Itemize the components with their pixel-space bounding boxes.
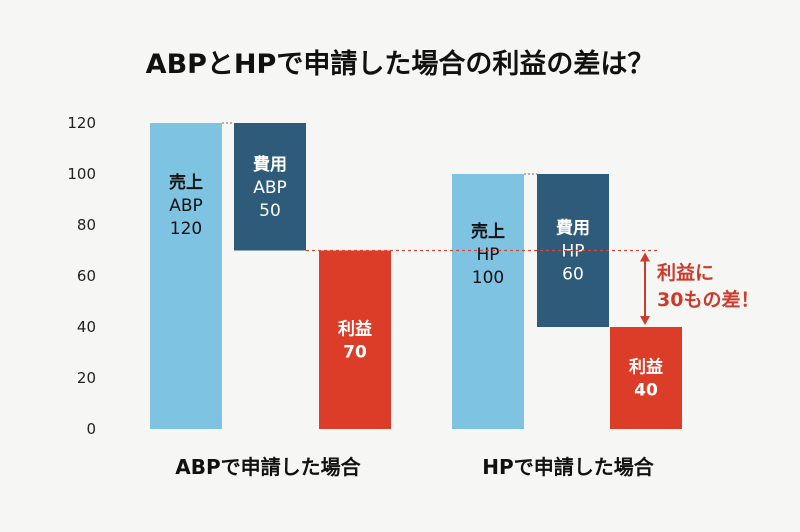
bar-profit <box>610 327 682 429</box>
bar-cost-sub: HP <box>561 242 584 262</box>
bar-sales-sub: ABP <box>169 196 203 216</box>
bar-sales-value: 100 <box>472 268 504 288</box>
bar-cost-value: 60 <box>562 265 584 285</box>
bar-sales <box>150 123 222 429</box>
bar-sales-value: 120 <box>170 219 202 239</box>
group-label: ABPで申請した場合 <box>175 455 361 479</box>
bar-sales-heading: 売上 <box>169 172 203 193</box>
annotation-text: 30もの差！ <box>657 288 759 311</box>
y-tick-label: 40 <box>77 318 96 336</box>
bar-sales-sub: HP <box>476 245 499 265</box>
arrow-head-down <box>640 316 650 325</box>
bar-cost-heading: 費用 <box>253 154 287 175</box>
bar-profit-value: 70 <box>343 342 367 362</box>
bar-profit-value: 40 <box>634 381 658 401</box>
bar-sales-heading: 売上 <box>471 221 505 242</box>
group-label: HPで申請した場合 <box>482 455 654 479</box>
bars: 売上 ABP 120 費用 ABP 50 利益 70 売上 HP 100 費用 HP 60 利益 40 <box>150 123 682 429</box>
y-tick-label: 0 <box>86 420 96 438</box>
arrow-head-up <box>640 252 650 262</box>
bar-profit-heading: 利益 <box>338 318 372 339</box>
connector-lines <box>222 122 660 252</box>
y-tick-label: 20 <box>77 369 96 387</box>
bar-profit-heading: 利益 <box>629 357 663 378</box>
chart-title: ABPとHPで申請した場合の利益の差は？ <box>146 48 655 80</box>
y-tick-label: 100 <box>67 165 96 183</box>
bar-cost-value: 50 <box>259 201 281 221</box>
difference-annotation: 利益に 30もの差！ <box>640 252 759 325</box>
bar-cost-heading: 費用 <box>556 218 590 239</box>
bar-cost-sub: ABP <box>253 178 287 198</box>
annotation-text: 利益に <box>657 261 714 284</box>
y-tick-label: 60 <box>77 267 96 285</box>
y-tick-label: 80 <box>77 216 96 234</box>
y-axis: 0 20 40 60 80 100 120 <box>67 114 96 438</box>
group-labels: ABPで申請した場合 HPで申請した場合 <box>175 455 654 479</box>
bar-profit <box>319 250 391 429</box>
y-tick-label: 120 <box>67 114 96 132</box>
bar-sales <box>452 174 524 429</box>
bar-cost <box>234 123 306 251</box>
